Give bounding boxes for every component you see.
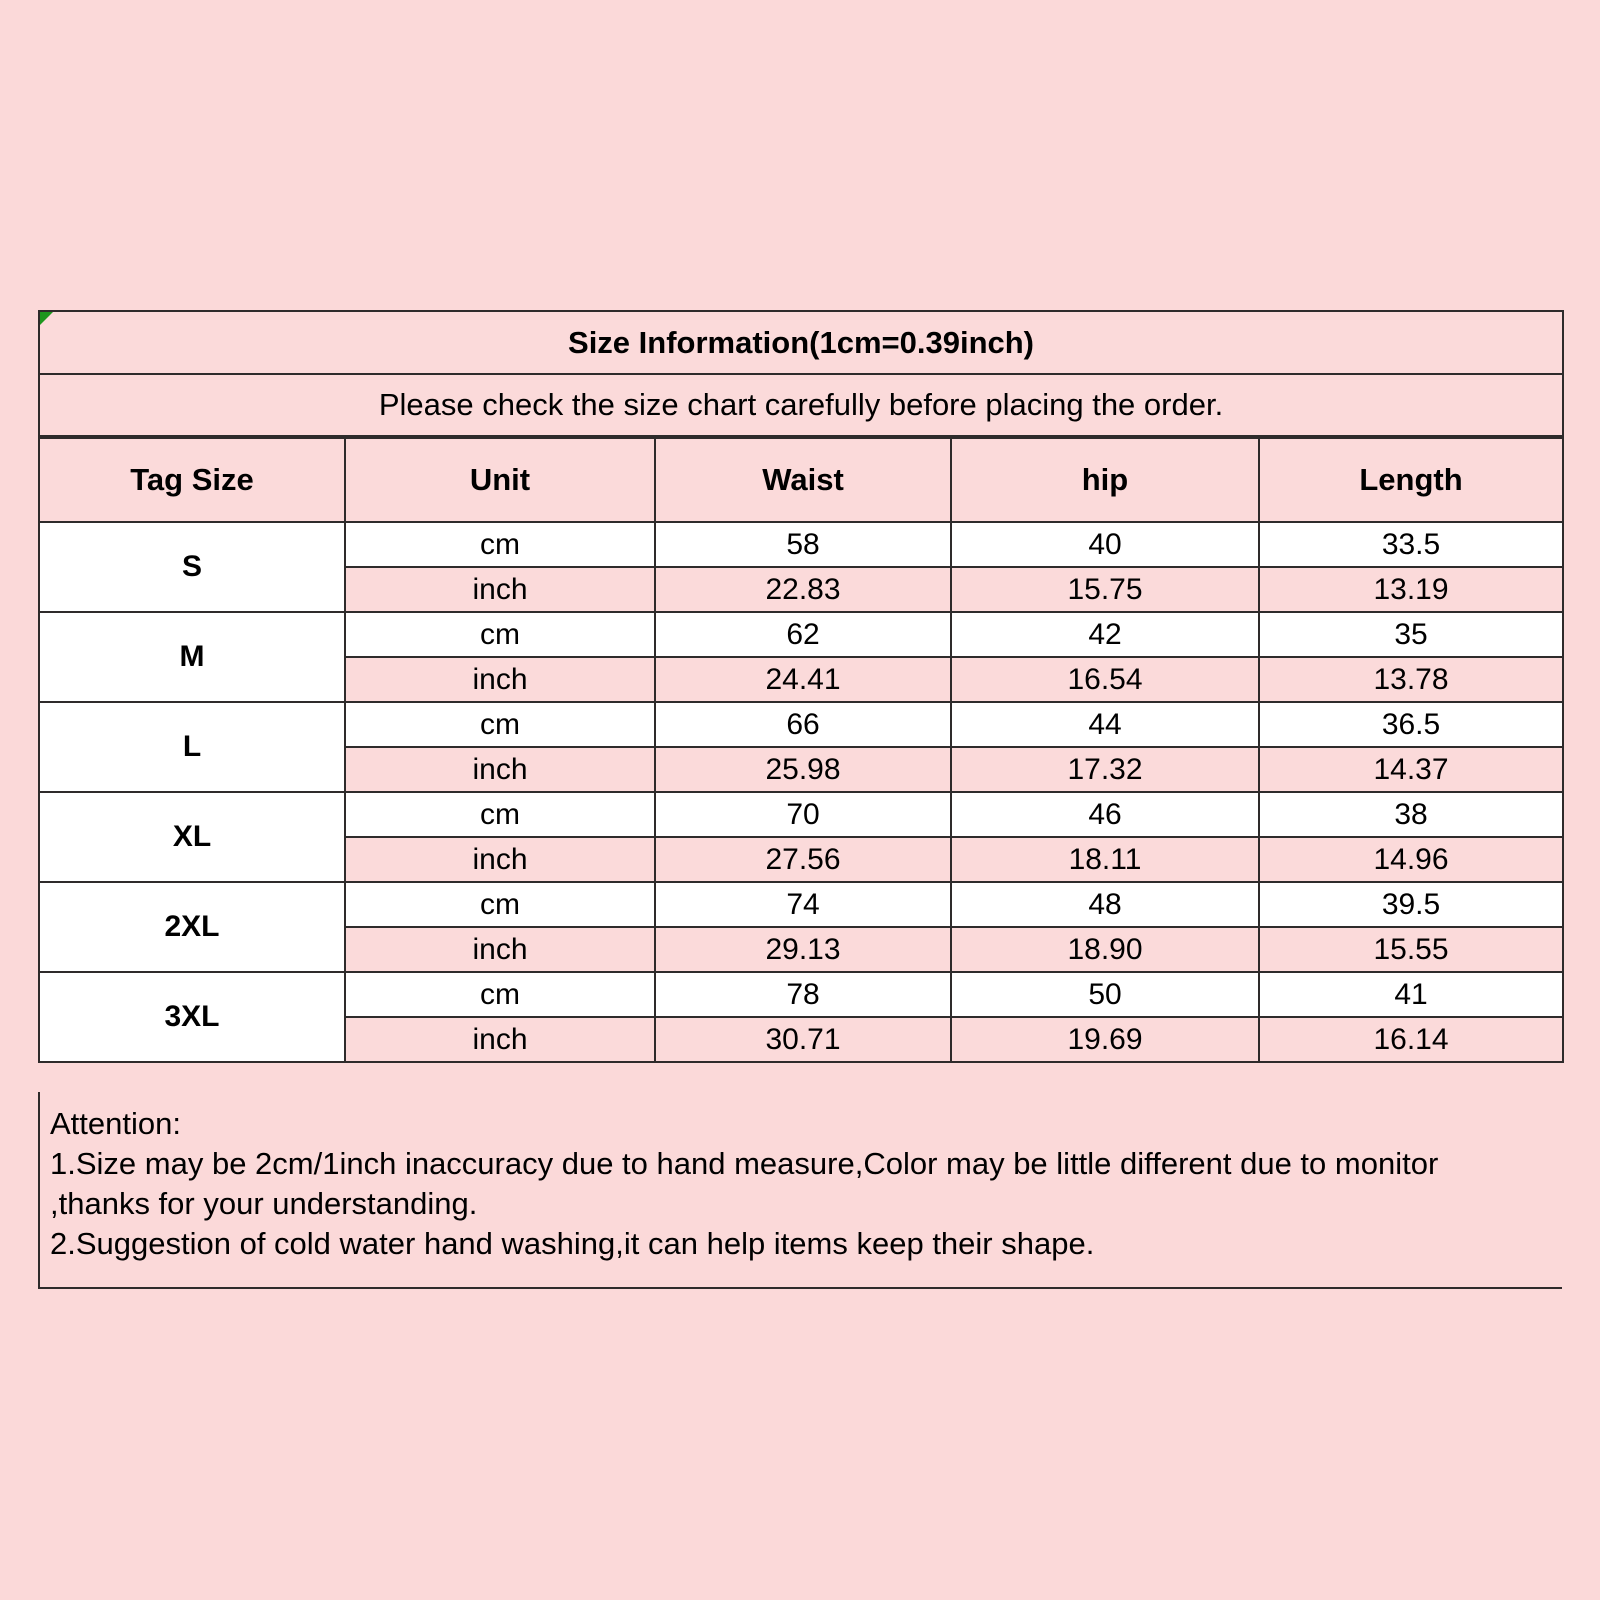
col-header-unit: Unit	[344, 436, 656, 523]
value-cell: 16.54	[950, 656, 1260, 703]
table-header-row: Tag Size Unit Waist hip Length	[38, 436, 1565, 523]
col-header-waist: Waist	[654, 436, 952, 523]
value-cell: 41	[1257, 971, 1565, 1018]
unit-cell: inch	[344, 1016, 656, 1063]
value-cell: 17.32	[950, 746, 1260, 793]
table-row: inch 25.98 17.32 14.37	[39, 746, 1565, 793]
col-header-length: Length	[1257, 436, 1565, 523]
table-row: inch 29.13 18.90 15.55	[39, 926, 1565, 973]
table-row: S cm 58 40 33.5	[38, 521, 1565, 613]
unit-cell: cm	[344, 701, 656, 748]
tag-size-cell: 3XL	[38, 971, 346, 1063]
size-table: Size Information(1cm=0.39inch) Please ch…	[37, 310, 1565, 1063]
value-cell: 62	[654, 611, 952, 658]
unit-cell: inch	[344, 566, 656, 613]
unit-cell: inch	[344, 926, 656, 973]
col-header-hip: hip	[950, 436, 1260, 523]
excel-corner-marker-icon	[40, 312, 53, 325]
attention-line: ,thanks for your understanding.	[50, 1186, 478, 1221]
table-row: 2XL cm 74 48 39.5	[38, 881, 1565, 973]
value-cell: 66	[654, 701, 952, 748]
value-cell: 19.69	[950, 1016, 1260, 1063]
value-cell: 50	[950, 971, 1260, 1018]
value-cell: 14.96	[1257, 836, 1565, 883]
unit-cell: cm	[344, 881, 656, 928]
value-cell: 18.90	[950, 926, 1260, 973]
unit-cell: cm	[344, 791, 656, 838]
tag-size-cell: S	[38, 521, 346, 613]
table-row: XL cm 70 46 38	[38, 791, 1565, 883]
table-row: inch 22.83 15.75 13.19	[39, 566, 1565, 613]
value-cell: 39.5	[1257, 881, 1565, 928]
unit-cell: inch	[344, 746, 656, 793]
table-row: M cm 62 42 35	[38, 611, 1565, 703]
attention-heading: Attention:	[50, 1106, 181, 1141]
value-cell: 18.11	[950, 836, 1260, 883]
attention-line: 2.Suggestion of cold water hand washing,…	[50, 1226, 1095, 1261]
value-cell: 22.83	[654, 566, 952, 613]
table-row: 3XL cm 78 50 41	[38, 971, 1565, 1063]
table-title-row: Size Information(1cm=0.39inch)	[37, 310, 1565, 375]
value-cell: 58	[654, 521, 952, 568]
unit-cell: inch	[344, 836, 656, 883]
value-cell: 15.75	[950, 566, 1260, 613]
col-header-tag-size: Tag Size	[38, 436, 346, 523]
value-cell: 42	[950, 611, 1260, 658]
value-cell: 74	[654, 881, 952, 928]
attention-line: 1.Size may be 2cm/1inch inaccuracy due t…	[50, 1146, 1439, 1181]
unit-cell: cm	[344, 521, 656, 568]
value-cell: 13.19	[1257, 566, 1565, 613]
value-cell: 30.71	[654, 1016, 952, 1063]
value-cell: 44	[950, 701, 1260, 748]
table-row: inch 24.41 16.54 13.78	[39, 656, 1565, 703]
table-row: inch 30.71 19.69 16.14	[39, 1016, 1565, 1063]
value-cell: 24.41	[654, 656, 952, 703]
value-cell: 38	[1257, 791, 1565, 838]
value-cell: 70	[654, 791, 952, 838]
value-cell: 35	[1257, 611, 1565, 658]
unit-cell: cm	[344, 971, 656, 1018]
value-cell: 13.78	[1257, 656, 1565, 703]
tag-size-cell: M	[38, 611, 346, 703]
unit-cell: inch	[344, 656, 656, 703]
table-row: L cm 66 44 36.5	[38, 701, 1565, 793]
value-cell: 36.5	[1257, 701, 1565, 748]
attention-note: Attention: 1.Size may be 2cm/1inch inacc…	[38, 1092, 1562, 1289]
tag-size-cell: XL	[38, 791, 346, 883]
tag-size-cell: L	[38, 701, 346, 793]
value-cell: 16.14	[1257, 1016, 1565, 1063]
table-title: Size Information(1cm=0.39inch)	[37, 310, 1565, 375]
value-cell: 29.13	[654, 926, 952, 973]
value-cell: 27.56	[654, 836, 952, 883]
value-cell: 25.98	[654, 746, 952, 793]
table-row: inch 27.56 18.11 14.96	[39, 836, 1565, 883]
unit-cell: cm	[344, 611, 656, 658]
value-cell: 48	[950, 881, 1260, 928]
value-cell: 14.37	[1257, 746, 1565, 793]
table-subtitle: Please check the size chart carefully be…	[37, 373, 1565, 439]
value-cell: 46	[950, 791, 1260, 838]
tag-size-cell: 2XL	[38, 881, 346, 973]
value-cell: 33.5	[1257, 521, 1565, 568]
value-cell: 78	[654, 971, 952, 1018]
table-subtitle-row: Please check the size chart carefully be…	[37, 373, 1565, 439]
value-cell: 40	[950, 521, 1260, 568]
value-cell: 15.55	[1257, 926, 1565, 973]
